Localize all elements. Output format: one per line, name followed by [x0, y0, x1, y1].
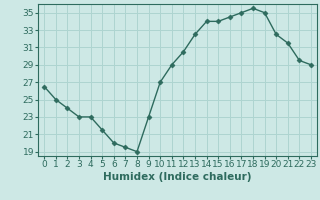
- X-axis label: Humidex (Indice chaleur): Humidex (Indice chaleur): [103, 172, 252, 182]
